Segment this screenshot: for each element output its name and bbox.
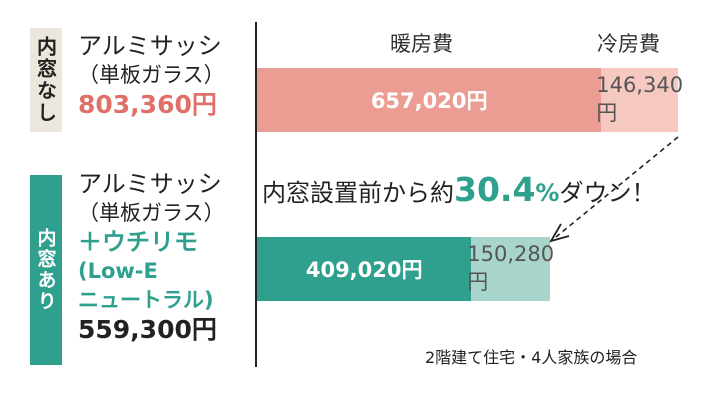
heading-heating: 暖房費	[390, 32, 453, 56]
bar-cooling-with: 150,280円	[467, 237, 554, 301]
tag-without-inner-window: 内窓なし	[30, 28, 62, 132]
with-line3: ＋ウチリモ	[78, 228, 198, 256]
with-line4: (Low-E	[78, 259, 158, 283]
reduction-statement: 内窓設置前から約30.4%ダウン！	[262, 170, 655, 209]
tag-with-inner-window: 内窓あり	[30, 175, 62, 365]
bar-heating-with: 409,020円	[257, 237, 472, 301]
bar-cooling-without: 146,340円	[596, 68, 683, 132]
with-line1: アルミサッシ	[78, 170, 222, 198]
with-price: 559,300円	[78, 315, 217, 344]
with-description: アルミサッシ （単板ガラス） ＋ウチリモ (Low-E ニュートラル) 559,…	[78, 170, 225, 344]
without-description: アルミサッシ （単板ガラス） 803,360円	[78, 32, 225, 119]
with-line5: ニュートラル)	[78, 288, 214, 312]
reduction-suffix: ダウン！	[559, 179, 656, 207]
heading-cooling: 冷房費	[597, 32, 660, 56]
footnote: 2階建て住宅・4人家族の場合	[425, 348, 638, 367]
without-line2: （単板ガラス）	[78, 63, 225, 87]
without-line1: アルミサッシ	[78, 32, 222, 60]
reduction-value: 30.4	[454, 170, 536, 209]
reduction-unit: %	[535, 179, 560, 207]
reduction-prefix: 内窓設置前から約	[262, 179, 454, 207]
without-price: 803,360円	[78, 90, 217, 119]
with-line2: （単板ガラス）	[78, 201, 225, 225]
bar-heating-without: 657,020円	[257, 68, 602, 132]
vertical-divider	[255, 22, 257, 367]
